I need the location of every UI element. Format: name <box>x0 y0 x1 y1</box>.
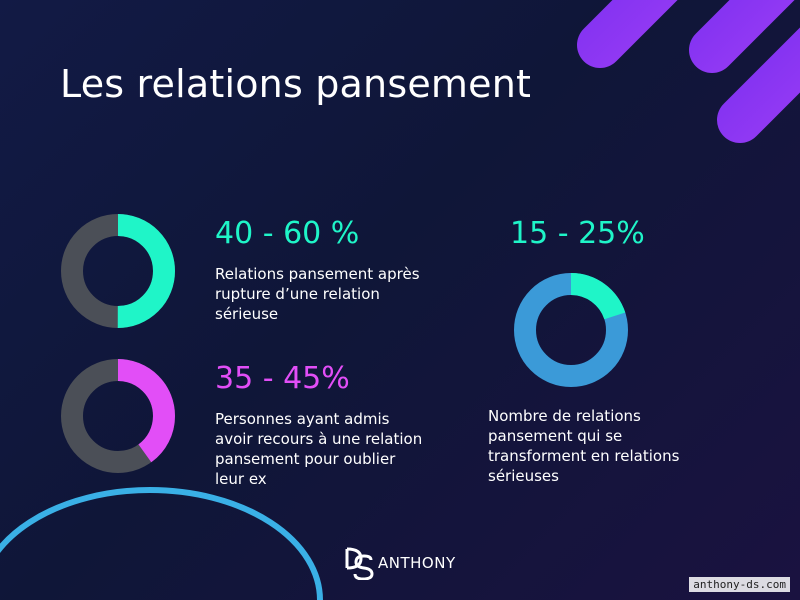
donut-chart-1 <box>61 214 175 328</box>
stat-label-block-3: Nombre de relations pansement qui se tra… <box>488 393 688 486</box>
stat-block-2: 35 - 45% Personnes ayant admis avoir rec… <box>215 361 425 489</box>
donut-slice <box>61 214 175 328</box>
stat-value: 15 - 25% <box>510 216 645 251</box>
ds-monogram-icon <box>345 547 374 580</box>
donut-chart-3 <box>514 273 628 387</box>
stat-block-1: 40 - 60 % Relations pansement après rupt… <box>215 216 420 324</box>
logo-text: ANTHONY <box>378 554 456 572</box>
donut-slice <box>514 273 628 387</box>
stat-value-block-3: 15 - 25% <box>510 216 645 252</box>
donut-chart-2 <box>61 359 175 473</box>
page-title: Les relations pansement <box>60 62 532 106</box>
purple-stripe <box>689 0 795 73</box>
cyan-arc <box>0 487 323 600</box>
purple-stripe <box>717 27 800 143</box>
stat-label: Relations pansement après rupture d’une … <box>215 265 420 323</box>
logo: ANTHONY <box>344 546 456 580</box>
donut-slice <box>61 359 175 473</box>
purple-stripes <box>577 0 800 143</box>
stat-value: 40 - 60 % <box>215 216 360 251</box>
purple-stripe <box>577 0 678 68</box>
stat-label: Personnes ayant admis avoir recours à un… <box>215 410 423 488</box>
stat-label: Nombre de relations pansement qui se tra… <box>488 407 680 485</box>
footer-url: anthony-ds.com <box>689 577 790 592</box>
stat-value: 35 - 45% <box>215 361 350 396</box>
